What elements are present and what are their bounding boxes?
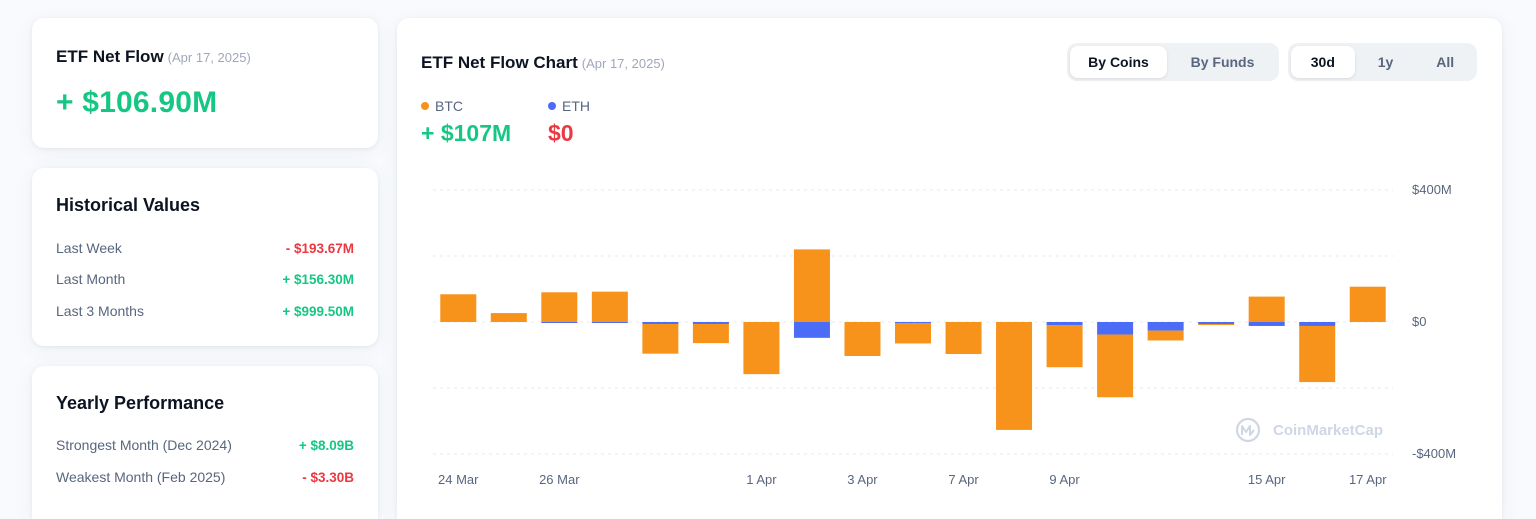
view-toggle: By Coins By Funds xyxy=(1067,43,1279,81)
x-tick-label: 17 Apr xyxy=(1349,472,1387,487)
range-all-button[interactable]: All xyxy=(1436,54,1455,70)
legend-eth-name: ETH xyxy=(548,98,590,114)
legend-btc-name: BTC xyxy=(421,98,511,114)
yearly-row-value: + $8.09B xyxy=(298,437,354,453)
x-tick-label: 9 Apr xyxy=(1049,472,1080,487)
eth-bar[interactable] xyxy=(1198,322,1235,324)
historical-row-label: Last 3 Months xyxy=(56,303,144,319)
yearly-row-strongest: Strongest Month (Dec 2024) + $8.09B xyxy=(56,435,354,455)
net-flow-chart: CoinMarketCap $400M $0 -$400M 24 Mar 26 Mar… xyxy=(433,182,1456,487)
y-tick-label: $0 xyxy=(1412,314,1426,329)
historical-row-month: Last Month + $156.30M xyxy=(56,269,354,289)
range-toggle: 30d 1y All xyxy=(1288,43,1477,81)
historical-row-label: Last Week xyxy=(56,240,122,256)
chart-date: (Apr 17, 2025) xyxy=(581,56,665,71)
btc-bar[interactable] xyxy=(490,313,527,322)
eth-bar[interactable] xyxy=(541,322,578,323)
btc-bar[interactable] xyxy=(743,322,780,375)
x-tick-label: 15 Apr xyxy=(1248,472,1286,487)
btc-bar[interactable] xyxy=(440,294,477,322)
btc-bar[interactable] xyxy=(793,249,830,322)
legend-eth: ETH $0 xyxy=(548,98,590,147)
eth-dot-icon xyxy=(548,102,556,110)
eth-bar[interactable] xyxy=(1248,322,1285,326)
historical-values-card: Historical Values Last Week - $193.67M L… xyxy=(32,168,378,346)
eth-bar[interactable] xyxy=(642,322,679,324)
btc-bar[interactable] xyxy=(591,291,628,322)
by-coins-button[interactable]: By Coins xyxy=(1070,46,1167,78)
y-tick-label: $400M xyxy=(1412,182,1452,197)
chart-title: ETF Net Flow Chart (Apr 17, 2025) xyxy=(421,53,665,73)
eth-bar[interactable] xyxy=(1097,322,1134,335)
x-tick-label: 24 Mar xyxy=(438,472,479,487)
btc-bar[interactable] xyxy=(1198,323,1235,325)
btc-bar[interactable] xyxy=(1097,334,1134,398)
y-tick-label: -$400M xyxy=(1412,446,1456,461)
net-flow-value: + $106.90M xyxy=(56,86,218,119)
eth-bar[interactable] xyxy=(591,322,628,323)
btc-bar[interactable] xyxy=(642,323,679,354)
net-flow-title: ETF Net Flow (Apr 17, 2025) xyxy=(56,47,251,67)
range-1y-button[interactable]: 1y xyxy=(1377,54,1394,70)
historical-row-label: Last Month xyxy=(56,271,126,287)
btc-bar[interactable] xyxy=(541,292,578,322)
btc-bar[interactable] xyxy=(1248,296,1285,322)
btc-dot-icon xyxy=(421,102,429,110)
yearly-row-label: Weakest Month (Feb 2025) xyxy=(56,469,226,485)
net-flow-card: ETF Net Flow (Apr 17, 2025) + $106.90M xyxy=(32,18,378,148)
legend-eth-value: $0 xyxy=(548,120,574,146)
coinmarketcap-watermark: CoinMarketCap xyxy=(1235,417,1383,443)
legend-btc-value: + $107M xyxy=(421,120,512,146)
by-funds-button[interactable]: By Funds xyxy=(1190,54,1255,70)
coinmarketcap-logo-mark-icon xyxy=(1241,425,1255,436)
legend-btc-label: BTC xyxy=(435,98,463,114)
yearly-row-value: - $3.30B xyxy=(302,469,354,485)
btc-bar[interactable] xyxy=(1349,286,1386,322)
net-flow-chart-card: ETF Net Flow Chart (Apr 17, 2025) By Coin… xyxy=(397,18,1502,519)
btc-bar[interactable] xyxy=(945,322,982,355)
historical-row-week: Last Week - $193.67M xyxy=(56,238,354,258)
x-tick-label: 3 Apr xyxy=(847,472,878,487)
historical-row-3months: Last 3 Months + $999.50M xyxy=(56,301,354,321)
net-flow-date: (Apr 17, 2025) xyxy=(167,50,251,65)
legend-btc: BTC + $107M xyxy=(421,98,511,147)
x-tick-label: 26 Mar xyxy=(539,472,580,487)
coinmarketcap-logo-icon xyxy=(1235,417,1261,443)
btc-bar[interactable] xyxy=(1147,330,1184,341)
btc-bar[interactable] xyxy=(692,323,729,344)
eth-bar[interactable] xyxy=(793,322,830,338)
historical-title: Historical Values xyxy=(56,195,201,215)
eth-bar[interactable] xyxy=(895,322,931,323)
btc-bar[interactable] xyxy=(895,322,931,344)
historical-row-value: + $156.30M xyxy=(282,271,354,287)
btc-bar[interactable] xyxy=(996,322,1033,430)
yearly-row-weakest: Weakest Month (Feb 2025) - $3.30B xyxy=(56,467,354,487)
x-tick-label: 1 Apr xyxy=(746,472,777,487)
btc-bar[interactable] xyxy=(844,322,881,356)
eth-bar[interactable] xyxy=(1147,322,1184,331)
historical-row-value: + $999.50M xyxy=(282,303,354,319)
eth-bar[interactable] xyxy=(1046,322,1083,326)
net-flow-title-text: ETF Net Flow xyxy=(56,47,164,66)
btc-bar[interactable] xyxy=(1046,325,1083,368)
historical-row-value: - $193.67M xyxy=(285,240,354,256)
x-tick-label: 7 Apr xyxy=(948,472,979,487)
eth-bar[interactable] xyxy=(692,322,729,324)
legend-eth-label: ETH xyxy=(562,98,590,114)
yearly-performance-card: Yearly Performance Strongest Month (Dec … xyxy=(32,366,378,519)
eth-bar[interactable] xyxy=(1299,322,1336,326)
yearly-title: Yearly Performance xyxy=(56,393,225,413)
chart-title-text: ETF Net Flow Chart xyxy=(421,53,578,72)
btc-bar[interactable] xyxy=(1299,325,1336,383)
yearly-row-label: Strongest Month (Dec 2024) xyxy=(56,437,232,453)
range-30d-button[interactable]: 30d xyxy=(1291,46,1355,78)
watermark-text: CoinMarketCap xyxy=(1273,422,1383,439)
